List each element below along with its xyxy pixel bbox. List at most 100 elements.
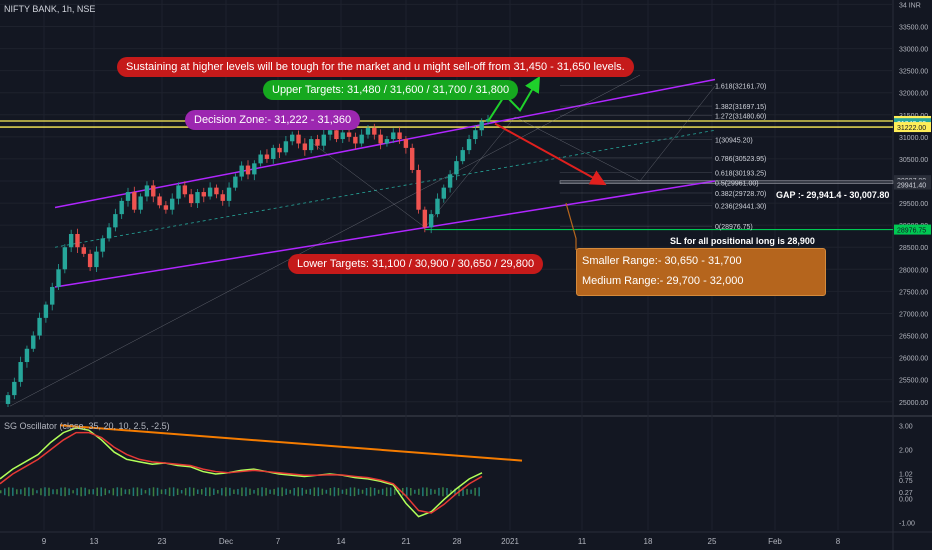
range-box[interactable]: Smaller Range:- 30,650 - 31,700 Medium R… <box>576 248 826 296</box>
callout-upper-targets[interactable]: Upper Targets: 31,480 / 31,600 / 31,700 … <box>263 80 519 100</box>
osc-histogram-bar <box>442 487 444 497</box>
y-tick-label: 32000.00 <box>899 91 928 98</box>
osc-histogram-bar <box>148 488 151 496</box>
osc-histogram-bar <box>32 488 34 496</box>
candle-body <box>214 187 219 195</box>
osc-histogram-bar <box>393 488 396 495</box>
channel-mid-line <box>54 129 716 248</box>
osc-histogram-bar <box>4 488 6 496</box>
osc-histogram-bar <box>414 489 416 494</box>
channel-lower-line <box>54 180 716 288</box>
candle-body <box>157 196 162 206</box>
candle-body <box>340 132 345 140</box>
osc-histogram-bar <box>36 490 38 494</box>
osc-histogram-bar <box>213 488 215 495</box>
fib-label: 1(30945.20) <box>715 137 753 144</box>
candle-body <box>245 165 251 175</box>
candle-body <box>277 147 282 153</box>
bullish-arrow <box>487 76 541 122</box>
osc-tick-label: 0.75 <box>899 478 913 485</box>
osc-histogram-bar <box>341 489 344 494</box>
osc-histogram-bar <box>365 487 368 496</box>
osc-histogram-bar <box>478 487 480 497</box>
osc-histogram-bar <box>88 489 90 495</box>
x-tick-label: Dec <box>219 537 233 546</box>
osc-histogram-bar <box>116 487 119 497</box>
x-tick-label: 7 <box>276 537 281 546</box>
osc-histogram-bar <box>152 487 155 497</box>
osc-histogram-bar <box>426 487 428 497</box>
osc-histogram-bar <box>261 487 263 497</box>
candle-body <box>170 198 175 210</box>
candle-body <box>365 128 371 135</box>
fib-label: 0.786(30523.95) <box>715 156 766 163</box>
candle-body <box>359 134 364 144</box>
candle-body <box>62 247 68 270</box>
candle-body <box>119 200 124 215</box>
osc-histogram-bar <box>325 489 328 494</box>
osc-histogram-bar <box>289 489 291 494</box>
osc-histogram-bar <box>68 488 70 496</box>
osc-histogram-bar <box>357 488 360 495</box>
x-tick-label: 28 <box>453 537 462 546</box>
trend-line <box>424 116 516 228</box>
osc-histogram-bar <box>293 488 295 496</box>
candle-body <box>466 139 472 151</box>
candle-body <box>226 187 232 201</box>
osc-histogram-bar <box>237 488 239 495</box>
price-tag <box>894 224 931 235</box>
candle-body <box>176 185 181 199</box>
osc-histogram-bar <box>281 487 283 497</box>
y-tick-label: 30500.00 <box>899 157 928 164</box>
osc-histogram-bar <box>192 487 195 496</box>
x-tick-label: Feb <box>768 537 782 546</box>
candle-body <box>460 150 465 162</box>
candle-body <box>410 147 415 170</box>
y-tick-label: 28500.00 <box>899 245 928 252</box>
candle-body <box>37 317 42 336</box>
candle-body <box>188 194 194 204</box>
candle-body <box>321 134 326 146</box>
osc-tick-label: 1.02 <box>899 472 913 479</box>
gap-zone <box>559 180 894 184</box>
callout-sustain[interactable]: Sustaining at higher levels will be toug… <box>117 57 634 77</box>
candle-body <box>138 196 143 210</box>
osc-histogram-bar <box>333 487 336 497</box>
candle-body <box>384 139 390 144</box>
price-tag <box>894 179 931 190</box>
fib-label: 1.272(31480.60) <box>715 114 766 121</box>
callout-decision-zone[interactable]: Decision Zone:- 31,222 - 31,360 <box>185 110 361 130</box>
osc-histogram-bar <box>40 488 42 496</box>
osc-histogram-bar <box>12 487 14 496</box>
osc-histogram-bar <box>96 487 98 496</box>
y-tick-label: 33000.00 <box>899 47 928 54</box>
candle-body <box>397 132 402 140</box>
candle-body <box>113 214 118 228</box>
y-tick-label: 32500.00 <box>899 69 928 76</box>
candle-body <box>283 141 289 153</box>
price-tag-label: 29941.40 <box>897 183 926 190</box>
fib-label: 0.236(29441.30) <box>715 204 766 211</box>
candle-body <box>454 161 459 175</box>
candle-body <box>31 335 36 349</box>
osc-histogram-bar <box>265 487 267 496</box>
osc-histogram-bar <box>229 487 231 496</box>
candle-body <box>18 362 23 382</box>
x-tick-label: 25 <box>708 537 717 546</box>
callout-lower-targets[interactable]: Lower Targets: 31,100 / 30,900 / 30,650 … <box>288 254 544 274</box>
chart-title: NIFTY BANK, 1h, NSE <box>4 4 96 14</box>
osc-histogram-bar <box>273 488 275 495</box>
osc-histogram-bar <box>140 488 143 496</box>
candle-body <box>163 205 169 210</box>
x-tick-label: 23 <box>158 537 167 546</box>
candle-body <box>100 238 105 252</box>
osc-histogram-bar <box>301 487 303 496</box>
candle-body <box>151 185 156 197</box>
osc-histogram-bar <box>104 488 107 496</box>
x-tick-label: 13 <box>90 537 99 546</box>
osc-histogram-bar <box>8 487 10 497</box>
osc-histogram-bar <box>144 490 147 494</box>
osc-histogram-bar <box>269 489 271 494</box>
osc-histogram-bar <box>221 488 223 496</box>
candle-body <box>346 132 352 137</box>
